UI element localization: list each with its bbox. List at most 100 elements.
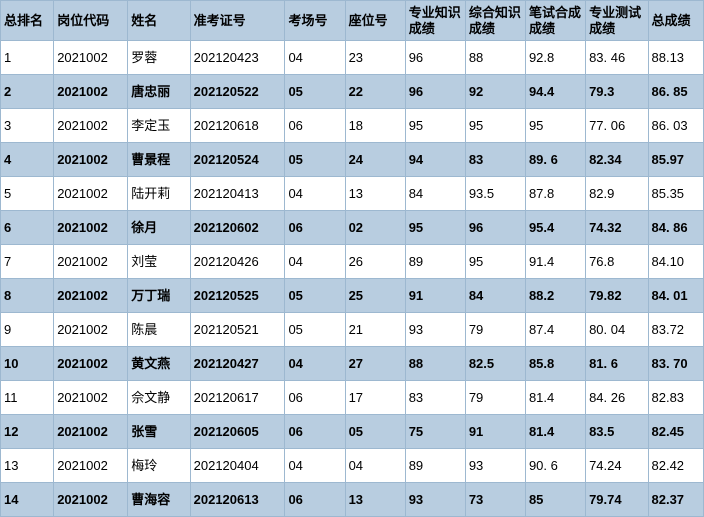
cell-total: 82.42	[648, 449, 704, 483]
cell-post: 2021002	[54, 109, 128, 143]
cell-exam_id: 202120413	[190, 177, 285, 211]
cell-rank: 5	[1, 177, 54, 211]
table-row: 122021002张雪2021206050605759181.483.582.4…	[1, 415, 704, 449]
cell-rank: 10	[1, 347, 54, 381]
cell-room: 05	[285, 75, 345, 109]
cell-name: 黄文燕	[128, 347, 190, 381]
cell-total: 83.72	[648, 313, 704, 347]
cell-seat: 24	[345, 143, 405, 177]
cell-post: 2021002	[54, 415, 128, 449]
table-row: 22021002唐忠丽2021205220522969294.479.386. …	[1, 75, 704, 109]
cell-seat: 04	[345, 449, 405, 483]
cell-bshc: 85.8	[525, 347, 585, 381]
cell-zyzs: 75	[405, 415, 465, 449]
cell-room: 06	[285, 483, 345, 517]
cell-exam_id: 202120618	[190, 109, 285, 143]
cell-name: 陈晨	[128, 313, 190, 347]
cell-post: 2021002	[54, 381, 128, 415]
cell-post: 2021002	[54, 483, 128, 517]
cell-rank: 12	[1, 415, 54, 449]
cell-rank: 11	[1, 381, 54, 415]
cell-bshc: 81.4	[525, 381, 585, 415]
cell-room: 04	[285, 449, 345, 483]
cell-seat: 21	[345, 313, 405, 347]
table-row: 62021002徐月2021206020602959695.474.3284. …	[1, 211, 704, 245]
cell-zhzs: 91	[465, 415, 525, 449]
cell-zhzs: 93.5	[465, 177, 525, 211]
cell-name: 徐月	[128, 211, 190, 245]
cell-total: 84. 01	[648, 279, 704, 313]
cell-total: 82.45	[648, 415, 704, 449]
cell-bshc: 92.8	[525, 41, 585, 75]
cell-zyzs: 96	[405, 41, 465, 75]
cell-post: 2021002	[54, 313, 128, 347]
col-header-rank: 总排名	[1, 1, 54, 41]
table-row: 92021002陈晨2021205210521937987.480. 0483.…	[1, 313, 704, 347]
cell-total: 86. 03	[648, 109, 704, 143]
cell-bshc: 95	[525, 109, 585, 143]
cell-exam_id: 202120404	[190, 449, 285, 483]
cell-zhzs: 79	[465, 313, 525, 347]
cell-exam_id: 202120426	[190, 245, 285, 279]
cell-exam_id: 202120605	[190, 415, 285, 449]
cell-zhzs: 95	[465, 109, 525, 143]
table-row: 12021002罗蓉2021204230423968892.883. 4688.…	[1, 41, 704, 75]
cell-rank: 14	[1, 483, 54, 517]
cell-bshc: 87.4	[525, 313, 585, 347]
cell-zycs: 82.9	[586, 177, 648, 211]
table-row: 112021002佘文静2021206170617837981.484. 268…	[1, 381, 704, 415]
cell-seat: 18	[345, 109, 405, 143]
cell-bshc: 89. 6	[525, 143, 585, 177]
cell-zyzs: 95	[405, 211, 465, 245]
cell-total: 88.13	[648, 41, 704, 75]
cell-exam_id: 202120613	[190, 483, 285, 517]
cell-post: 2021002	[54, 211, 128, 245]
cell-post: 2021002	[54, 41, 128, 75]
cell-rank: 4	[1, 143, 54, 177]
cell-zhzs: 73	[465, 483, 525, 517]
cell-name: 李定玉	[128, 109, 190, 143]
cell-exam_id: 202120524	[190, 143, 285, 177]
cell-zyzs: 95	[405, 109, 465, 143]
cell-exam_id: 202120522	[190, 75, 285, 109]
cell-zycs: 83.5	[586, 415, 648, 449]
cell-rank: 6	[1, 211, 54, 245]
cell-zhzs: 88	[465, 41, 525, 75]
cell-room: 06	[285, 381, 345, 415]
cell-name: 罗蓉	[128, 41, 190, 75]
cell-room: 06	[285, 415, 345, 449]
cell-zyzs: 96	[405, 75, 465, 109]
cell-zycs: 79.82	[586, 279, 648, 313]
header-row: 总排名岗位代码姓名准考证号考场号座位号专业知识成绩综合知识成绩笔试合成成绩专业测…	[1, 1, 704, 41]
cell-exam_id: 202120525	[190, 279, 285, 313]
results-table: 总排名岗位代码姓名准考证号考场号座位号专业知识成绩综合知识成绩笔试合成成绩专业测…	[0, 0, 704, 517]
col-header-zhzs: 综合知识成绩	[465, 1, 525, 41]
col-header-seat: 座位号	[345, 1, 405, 41]
cell-zyzs: 84	[405, 177, 465, 211]
cell-zycs: 84. 26	[586, 381, 648, 415]
cell-room: 04	[285, 347, 345, 381]
cell-room: 04	[285, 177, 345, 211]
cell-rank: 8	[1, 279, 54, 313]
cell-zycs: 76.8	[586, 245, 648, 279]
cell-zycs: 81. 6	[586, 347, 648, 381]
cell-name: 张雪	[128, 415, 190, 449]
table-row: 132021002梅玲2021204040404899390. 674.2482…	[1, 449, 704, 483]
cell-zycs: 79.74	[586, 483, 648, 517]
cell-post: 2021002	[54, 279, 128, 313]
cell-exam_id: 202120427	[190, 347, 285, 381]
cell-room: 06	[285, 109, 345, 143]
cell-bshc: 87.8	[525, 177, 585, 211]
cell-name: 陆开莉	[128, 177, 190, 211]
cell-zycs: 77. 06	[586, 109, 648, 143]
table-body: 12021002罗蓉2021204230423968892.883. 4688.…	[1, 41, 704, 517]
cell-total: 84.10	[648, 245, 704, 279]
cell-post: 2021002	[54, 75, 128, 109]
col-header-zyzs: 专业知识成绩	[405, 1, 465, 41]
cell-seat: 13	[345, 177, 405, 211]
cell-room: 05	[285, 143, 345, 177]
cell-zycs: 74.32	[586, 211, 648, 245]
cell-zyzs: 91	[405, 279, 465, 313]
cell-zhzs: 79	[465, 381, 525, 415]
cell-zhzs: 92	[465, 75, 525, 109]
